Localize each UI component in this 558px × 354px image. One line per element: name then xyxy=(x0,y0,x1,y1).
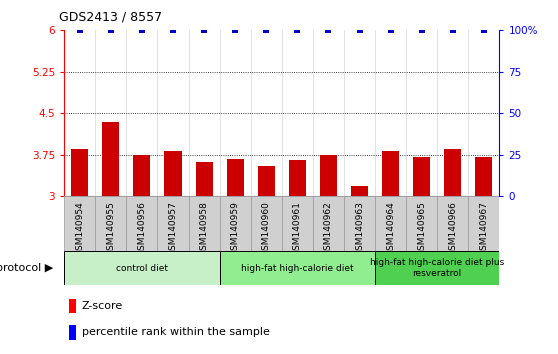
Bar xyxy=(220,251,375,285)
Bar xyxy=(258,166,275,196)
Point xyxy=(75,27,84,33)
Text: GSM140962: GSM140962 xyxy=(324,201,333,256)
Text: protocol ▶: protocol ▶ xyxy=(0,263,53,273)
Text: Z-score: Z-score xyxy=(81,301,123,311)
Text: high-fat high-calorie diet: high-fat high-calorie diet xyxy=(241,264,354,273)
Text: GSM140961: GSM140961 xyxy=(293,201,302,256)
Bar xyxy=(220,196,251,251)
Text: GSM140963: GSM140963 xyxy=(355,201,364,256)
Point xyxy=(417,27,426,33)
Bar xyxy=(475,156,492,196)
Bar xyxy=(320,155,337,196)
Text: high-fat high-calorie diet plus
resveratrol: high-fat high-calorie diet plus resverat… xyxy=(370,258,504,278)
Text: percentile rank within the sample: percentile rank within the sample xyxy=(81,327,270,337)
Point xyxy=(200,27,209,33)
Point xyxy=(448,27,457,33)
Text: GSM140954: GSM140954 xyxy=(75,201,84,256)
Text: GSM140966: GSM140966 xyxy=(448,201,457,256)
Bar xyxy=(95,196,126,251)
Text: GDS2413 / 8557: GDS2413 / 8557 xyxy=(59,10,162,23)
Bar xyxy=(468,196,499,251)
Text: GSM140959: GSM140959 xyxy=(230,201,239,256)
Text: GSM140965: GSM140965 xyxy=(417,201,426,256)
Bar xyxy=(157,196,189,251)
Bar xyxy=(437,196,468,251)
Point xyxy=(293,27,302,33)
Bar xyxy=(375,196,406,251)
Text: GSM140955: GSM140955 xyxy=(107,201,116,256)
Bar xyxy=(133,155,151,196)
Bar xyxy=(189,196,220,251)
Bar xyxy=(126,196,157,251)
Bar xyxy=(413,156,430,196)
Point xyxy=(107,27,116,33)
Bar xyxy=(251,196,282,251)
Bar xyxy=(406,196,437,251)
Bar xyxy=(71,149,88,196)
Bar xyxy=(282,196,313,251)
Point xyxy=(262,27,271,33)
Point xyxy=(324,27,333,33)
Bar xyxy=(375,251,499,285)
Text: GSM140964: GSM140964 xyxy=(386,201,395,256)
Point xyxy=(230,27,239,33)
Bar xyxy=(227,159,244,196)
Point xyxy=(169,27,177,33)
Text: GSM140956: GSM140956 xyxy=(137,201,146,256)
Bar xyxy=(313,196,344,251)
Bar xyxy=(69,325,76,339)
Bar xyxy=(64,251,220,285)
Text: GSM140957: GSM140957 xyxy=(169,201,177,256)
Bar xyxy=(289,160,306,196)
Text: GSM140958: GSM140958 xyxy=(200,201,209,256)
Bar xyxy=(102,122,119,196)
Bar xyxy=(344,196,375,251)
Bar xyxy=(69,299,76,313)
Point xyxy=(479,27,488,33)
Bar xyxy=(165,151,181,196)
Text: control diet: control diet xyxy=(116,264,168,273)
Bar xyxy=(351,187,368,196)
Point xyxy=(386,27,395,33)
Bar xyxy=(382,151,399,196)
Point xyxy=(355,27,364,33)
Text: GSM140967: GSM140967 xyxy=(479,201,488,256)
Bar xyxy=(444,149,461,196)
Text: GSM140960: GSM140960 xyxy=(262,201,271,256)
Bar xyxy=(195,162,213,196)
Point xyxy=(137,27,146,33)
Bar xyxy=(64,196,95,251)
